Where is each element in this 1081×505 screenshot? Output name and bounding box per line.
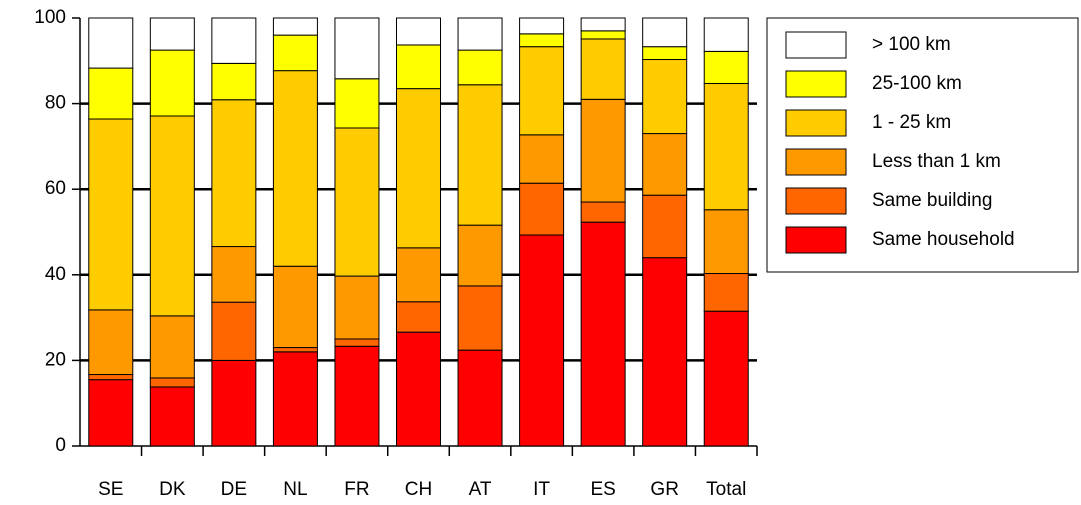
bar-segment	[149, 315, 195, 379]
legend-swatch	[785, 148, 847, 176]
x-tick-label: GR	[650, 479, 679, 500]
bar-segment	[334, 78, 380, 129]
bar-segment	[642, 257, 688, 447]
bar-segment	[703, 310, 749, 447]
bar-segment	[703, 50, 749, 84]
bar-segment	[211, 99, 257, 248]
bar-segment	[642, 133, 688, 196]
bar-segment	[396, 247, 441, 303]
bar-segment	[519, 182, 565, 236]
legend-swatch	[785, 109, 847, 137]
bar-segment	[519, 134, 565, 184]
bar-segment	[211, 359, 257, 447]
bar-segment	[396, 44, 441, 90]
y-tick-label: 0	[55, 435, 66, 456]
x-tick-label: NL	[283, 479, 307, 500]
bar-segment	[642, 17, 688, 48]
bar-segment	[88, 374, 134, 381]
bar-segment	[272, 265, 318, 349]
legend-swatch	[785, 226, 847, 254]
bar-segment	[580, 38, 626, 100]
bar-segment	[334, 338, 380, 347]
bar-segment	[580, 17, 626, 32]
y-tick-label: 80	[45, 93, 66, 114]
bar-segment	[457, 224, 503, 287]
bar-segment	[396, 301, 441, 333]
bar-segment	[580, 201, 626, 223]
bar-segment	[457, 84, 503, 226]
x-tick-label: FR	[344, 479, 369, 500]
legend-label: 25-100 km	[872, 73, 962, 94]
y-tick-label: 60	[45, 178, 66, 199]
bar-segment	[211, 62, 257, 101]
bar-segment	[88, 309, 134, 376]
bar-segment	[149, 386, 195, 447]
bar-segment	[396, 88, 441, 249]
x-tick-label: Total	[706, 479, 746, 500]
bar-segment	[703, 17, 749, 52]
bar-segment	[88, 118, 134, 311]
bar-segment	[88, 17, 134, 69]
bar-segment	[272, 347, 318, 353]
x-tick-label: CH	[405, 479, 432, 500]
bar-segment	[211, 17, 257, 64]
x-tick-label: AT	[469, 479, 492, 500]
bar-segment	[519, 33, 565, 48]
bar-segment	[580, 98, 626, 203]
y-tick-label: 40	[45, 264, 66, 285]
legend-label: 1 - 25 km	[872, 112, 951, 133]
legend-swatch	[785, 187, 847, 215]
x-tick-label: IT	[533, 479, 550, 500]
bar-segment	[519, 234, 565, 447]
bar-segment	[211, 246, 257, 303]
bar-segment	[396, 17, 441, 46]
x-tick-label: SE	[98, 479, 123, 500]
bar-segment	[642, 194, 688, 259]
bar-segment	[149, 377, 195, 388]
bar-segment	[334, 17, 380, 80]
bar-segment	[703, 82, 749, 211]
y-tick-label: 20	[45, 349, 66, 370]
bar-segment	[88, 67, 134, 120]
bar-segment	[703, 209, 749, 275]
x-tick-label: DE	[221, 479, 247, 500]
bar-segment	[457, 349, 503, 447]
bar-segment	[272, 351, 318, 447]
legend-label: Same household	[872, 229, 1015, 250]
bar-segment	[149, 17, 195, 51]
legend-label: Less than 1 km	[872, 151, 1001, 172]
bar-segment	[334, 345, 380, 447]
bar-segment	[580, 30, 626, 40]
legend-label: Same building	[872, 190, 992, 211]
bar-segment	[334, 275, 380, 340]
bar-segment	[211, 301, 257, 361]
y-tick-label: 100	[34, 7, 66, 28]
bar-segment	[519, 17, 565, 35]
bar-segment	[334, 127, 380, 277]
bar-segment	[88, 379, 134, 447]
bar-segment	[457, 17, 503, 51]
bar-segment	[642, 59, 688, 135]
bar-segment	[149, 49, 195, 117]
bar-segment	[642, 46, 688, 61]
bar-segment	[703, 273, 749, 312]
legend-swatch	[785, 70, 847, 98]
bar-segment	[580, 221, 626, 447]
bar-segment	[272, 34, 318, 72]
bar-segment	[149, 115, 195, 317]
x-tick-label: ES	[590, 479, 615, 500]
bar-segment	[519, 46, 565, 136]
bar-segment	[396, 331, 441, 447]
legend-swatch	[785, 31, 847, 59]
bar-segment	[457, 49, 503, 86]
bar-segment	[272, 17, 318, 36]
legend-label: > 100 km	[872, 34, 951, 55]
x-tick-label: DK	[159, 479, 186, 500]
bar-segment	[272, 70, 318, 267]
bar-segment	[457, 285, 503, 351]
